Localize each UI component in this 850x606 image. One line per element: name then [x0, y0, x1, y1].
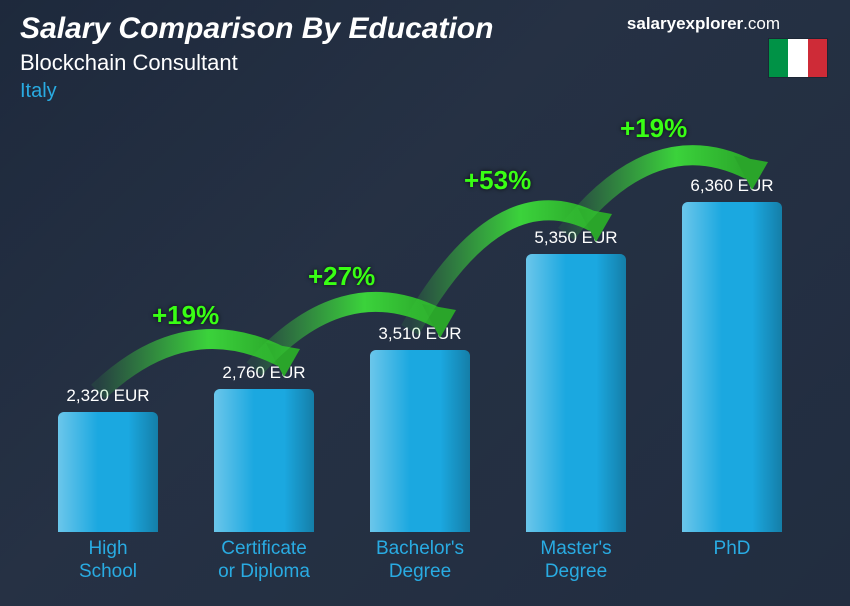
country-label: Italy: [20, 80, 830, 103]
italy-flag-icon: [768, 38, 828, 78]
brand-label: salaryexplorer.com: [627, 14, 780, 34]
flag-stripe: [808, 39, 827, 77]
bar-group: 5,350 EUR Master'sDegree: [504, 228, 648, 586]
bar: [526, 254, 626, 532]
bar-group: 3,510 EUR Bachelor'sDegree: [348, 324, 492, 586]
bar: [370, 350, 470, 532]
bar-value-label: 5,350 EUR: [534, 228, 617, 248]
bar-value-label: 2,760 EUR: [222, 363, 305, 383]
bar-category-label: Bachelor'sDegree: [376, 538, 464, 586]
brand-suffix: .com: [743, 14, 780, 33]
bar-category-label: PhD: [714, 538, 751, 586]
bar-value-label: 3,510 EUR: [378, 324, 461, 344]
flag-stripe: [769, 39, 788, 77]
bar-value-label: 6,360 EUR: [690, 176, 773, 196]
bar: [58, 412, 158, 532]
bar-category-label: Master'sDegree: [540, 538, 611, 586]
bar: [214, 389, 314, 532]
bar-group: 2,760 EUR Certificateor Diploma: [192, 363, 336, 586]
flag-stripe: [788, 39, 807, 77]
subtitle: Blockchain Consultant: [20, 50, 830, 76]
bar: [682, 202, 782, 532]
brand-name: salaryexplorer: [627, 14, 743, 33]
bar-value-label: 2,320 EUR: [66, 386, 149, 406]
bar-group: 6,360 EUR PhD: [660, 176, 804, 586]
bar-category-label: Certificateor Diploma: [218, 538, 310, 586]
bar-category-label: HighSchool: [79, 538, 137, 586]
bar-group: 2,320 EUR HighSchool: [36, 386, 180, 586]
bar-chart: 2,320 EUR HighSchool 2,760 EUR Certificateo…: [30, 130, 810, 586]
